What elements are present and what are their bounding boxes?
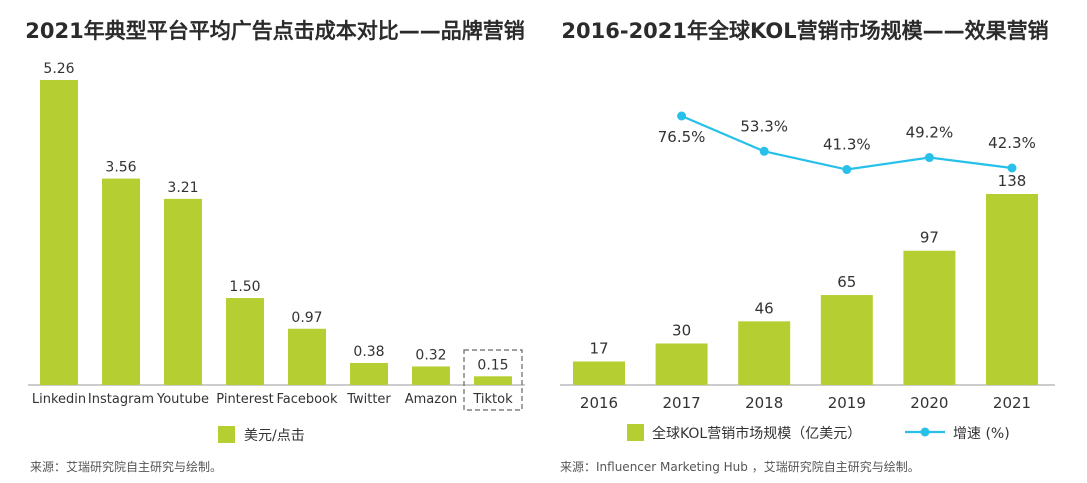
left-bar-facebook [288, 328, 326, 385]
right-chart-source: 来源：Influencer Marketing Hub ，艾瑞研究院自主研究与绘… [560, 460, 920, 474]
right-tick-label-2016: 2016 [580, 394, 618, 412]
growth-label-2020: 49.2% [906, 124, 954, 142]
right-bar-2021 [986, 194, 1038, 385]
left-value-label-amazon: 0.32 [415, 347, 446, 363]
right-tick-label-2017: 2017 [663, 394, 701, 412]
left-tick-label-youtube: Youtube [156, 392, 209, 407]
left-tick-label-facebook: Facebook [276, 392, 338, 407]
left-bar-instagram [102, 178, 140, 385]
left-value-label-instagram: 3.56 [105, 160, 136, 176]
growth-point-2017 [677, 111, 687, 121]
left-value-label-tiktok: 0.15 [477, 357, 508, 373]
right-value-label-2020: 97 [920, 229, 939, 247]
left-bar-pinterest [226, 298, 264, 385]
right-bar-2016 [573, 361, 625, 385]
left-tick-label-pinterest: Pinterest [216, 392, 273, 407]
right-tick-label-2021: 2021 [993, 394, 1031, 412]
right-value-label-2018: 46 [755, 299, 774, 317]
right-tick-label-2020: 2020 [910, 394, 948, 412]
right-legend-label-line: 增速 (%) [953, 426, 1010, 442]
left-value-label-facebook: 0.97 [291, 310, 322, 326]
left-chart-source: 来源：艾瑞研究院自主研究与绘制。 [30, 460, 223, 474]
left-value-label-pinterest: 1.50 [229, 279, 260, 295]
left-legend-label: 美元/点击 [244, 428, 305, 444]
right-legend-label-bar: 全球KOL营销市场规模（亿美元） [652, 425, 861, 442]
right-tick-label-2019: 2019 [828, 394, 866, 412]
right-value-label-2017: 30 [672, 321, 691, 339]
left-bar-linkedin [40, 80, 78, 385]
growth-point-2020 [924, 153, 934, 163]
right-bar-2017 [655, 343, 708, 385]
growth-point-2021 [1007, 163, 1017, 173]
left-bar-tiktok [474, 376, 512, 385]
right-value-label-2016: 17 [589, 339, 608, 357]
growth-label-2019: 41.3% [823, 136, 871, 154]
growth-label-2018: 53.3% [740, 117, 788, 135]
left-value-label-linkedin: 5.26 [43, 61, 74, 77]
right-value-label-2021: 138 [998, 172, 1027, 190]
right-legend-swatch-bar [627, 424, 644, 441]
left-highlight-box-tiktok [463, 349, 523, 411]
left-bar-twitter [350, 362, 388, 385]
right-value-label-2019: 65 [837, 273, 856, 291]
left-tick-label-tiktok: Tiktok [472, 392, 513, 407]
left-value-label-twitter: 0.38 [353, 344, 384, 360]
left-chart-title: 2021年典型平台平均广告点击成本对比——品牌营销 [25, 19, 525, 43]
left-tick-label-linkedin: Linkedin [32, 392, 86, 407]
right-chart-title: 2016-2021年全球KOL营销市场规模——效果营销 [561, 19, 1049, 43]
left-value-label-youtube: 3.21 [167, 180, 198, 196]
right-legend-swatch-point [920, 427, 930, 437]
left-legend-swatch [218, 426, 235, 443]
left-tick-label-instagram: Instagram [88, 392, 154, 407]
right-bar-2020 [903, 250, 956, 385]
left-tick-label-amazon: Amazon [405, 392, 458, 407]
left-bar-amazon [412, 366, 450, 385]
right-bar-2019 [820, 295, 873, 385]
growth-point-2018 [759, 146, 769, 156]
growth-label-2021: 42.3% [988, 134, 1036, 152]
growth-label-2017: 76.5% [658, 128, 706, 146]
left-bar-youtube [164, 198, 202, 385]
right-bar-2018 [738, 321, 791, 385]
growth-point-2019 [842, 165, 852, 175]
right-tick-label-2018: 2018 [745, 394, 783, 412]
left-tick-label-twitter: Twitter [346, 392, 391, 407]
